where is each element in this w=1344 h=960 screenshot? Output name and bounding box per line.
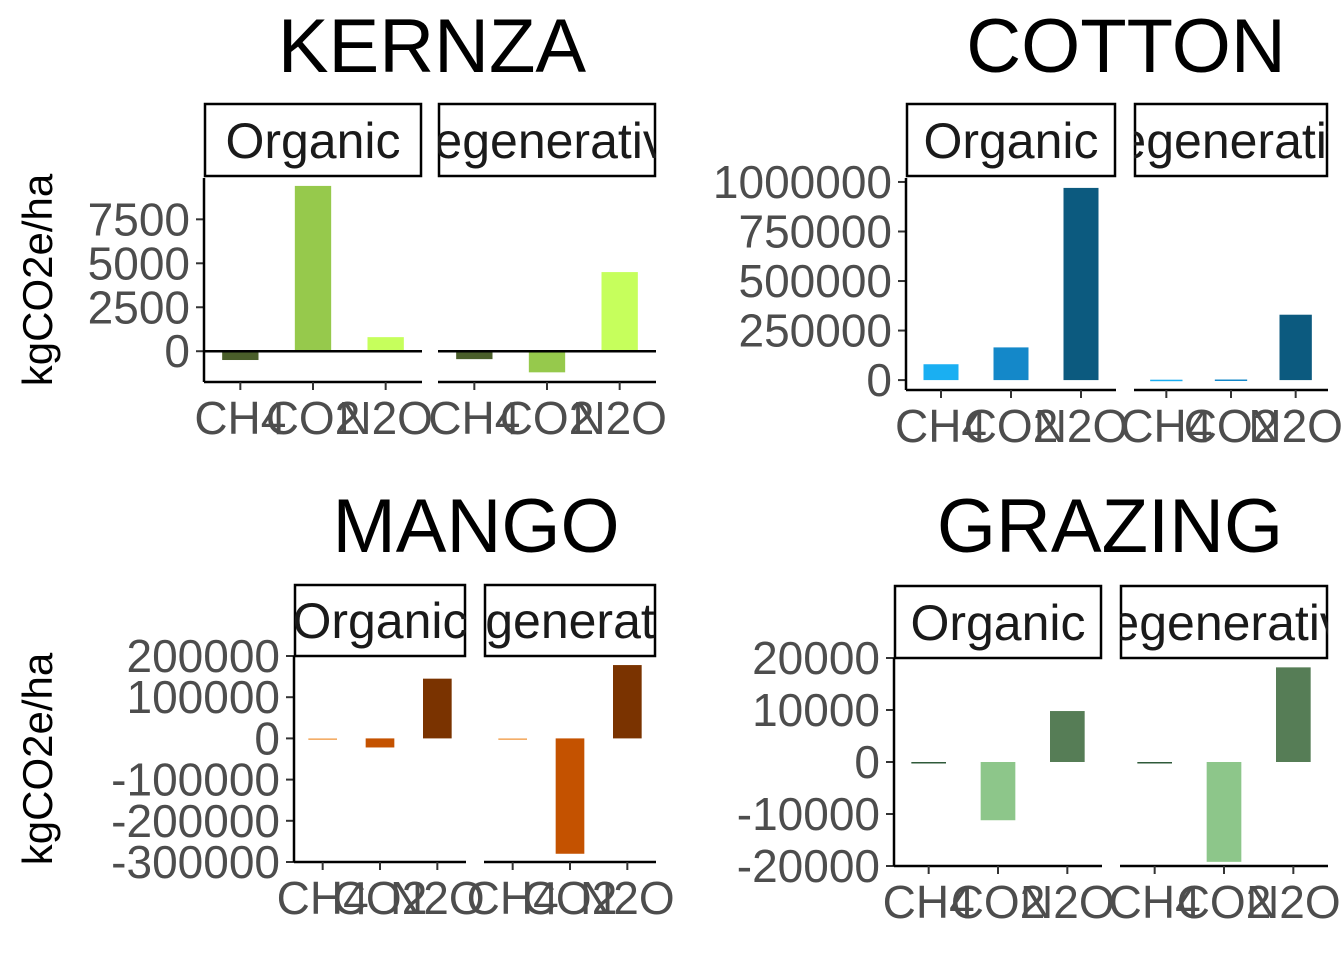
bar-regenerative-co2 bbox=[555, 738, 585, 854]
bar-organic-n2o bbox=[367, 337, 404, 352]
facet-label: Organic bbox=[910, 595, 1085, 651]
bar-regenerative-n2o bbox=[1279, 314, 1312, 381]
y-tick-label: 0 bbox=[866, 354, 892, 406]
x-tick-label: CO2 bbox=[500, 392, 595, 444]
chart-title: GRAZING bbox=[937, 484, 1283, 569]
facet-strip bbox=[437, 102, 657, 178]
bar-organic-co2 bbox=[993, 347, 1029, 381]
y-tick-label: 20000 bbox=[752, 632, 880, 684]
facet-strip bbox=[1133, 102, 1329, 178]
y-axis-label: kgCO2e/ha bbox=[14, 173, 61, 386]
x-tick-label: CH4 bbox=[1109, 876, 1201, 928]
facet-strip bbox=[483, 583, 657, 658]
chart-title: COTTON bbox=[966, 4, 1285, 89]
y-tick-label: -100000 bbox=[111, 754, 280, 806]
facet-label: Organic bbox=[292, 593, 467, 649]
facet-strip bbox=[293, 583, 467, 658]
bar-organic-ch4 bbox=[222, 351, 259, 361]
x-tick-label: N2O bbox=[1248, 400, 1343, 452]
bar-organic-ch4 bbox=[308, 738, 337, 740]
y-tick-label: -300000 bbox=[111, 836, 280, 888]
y-tick-label: 750000 bbox=[739, 205, 893, 257]
bar-organic-ch4 bbox=[923, 364, 959, 381]
x-tick-label: CO2 bbox=[964, 400, 1059, 452]
x-tick-label: CH4 bbox=[277, 872, 369, 924]
y-tick-label: 200000 bbox=[127, 630, 281, 682]
x-tick-label: CO2 bbox=[266, 392, 361, 444]
bar-organic-co2 bbox=[980, 762, 1016, 821]
chart-title: KERNZA bbox=[278, 4, 587, 89]
bar-regenerative-ch4 bbox=[1137, 762, 1172, 764]
bar-regenerative-n2o bbox=[1276, 667, 1311, 762]
bar-organic-co2 bbox=[365, 738, 395, 748]
facet-strip bbox=[1119, 584, 1329, 660]
bar-organic-co2 bbox=[294, 185, 332, 352]
x-tick-label: CH4 bbox=[428, 392, 520, 444]
bar-organic-n2o bbox=[423, 678, 452, 739]
y-tick-label: 7500 bbox=[88, 193, 190, 245]
facet-label: Organic bbox=[225, 113, 400, 169]
facet-strip bbox=[905, 102, 1117, 178]
bar-regenerative-co2 bbox=[1206, 762, 1242, 862]
y-tick-label: -200000 bbox=[111, 795, 280, 847]
x-tick-label: CO2 bbox=[951, 876, 1046, 928]
x-tick-label: N2O bbox=[580, 872, 675, 924]
bar-regenerative-ch4 bbox=[498, 738, 527, 740]
bar-regenerative-n2o bbox=[613, 665, 642, 739]
facet-label: Organic bbox=[923, 113, 1098, 169]
x-tick-label: CH4 bbox=[883, 876, 975, 928]
bar-regenerative-n2o bbox=[601, 272, 638, 352]
y-tick-label: 250000 bbox=[739, 305, 893, 357]
bar-regenerative-ch4 bbox=[456, 351, 493, 360]
x-tick-label: N2O bbox=[390, 872, 485, 924]
facet-label: Regenerative bbox=[421, 593, 718, 649]
bar-regenerative-ch4 bbox=[1150, 379, 1183, 382]
y-tick-label: 0 bbox=[854, 736, 880, 788]
y-tick-label: 1000000 bbox=[713, 156, 892, 208]
facet-strip bbox=[203, 102, 423, 178]
x-tick-label: CH4 bbox=[895, 400, 987, 452]
facet-label: Regenerative bbox=[1082, 113, 1344, 169]
x-tick-label: N2O bbox=[572, 392, 667, 444]
x-tick-label: CH4 bbox=[467, 872, 559, 924]
chart-mango: MANGO kgCO2e/ha -300000-200000-10000001000… bbox=[14, 484, 718, 924]
x-tick-label: N2O bbox=[1020, 876, 1115, 928]
y-tick-label: 10000 bbox=[752, 684, 880, 736]
bar-regenerative-co2 bbox=[528, 351, 566, 373]
facet-label: Regenerative bbox=[1075, 595, 1344, 651]
x-tick-label: CH4 bbox=[1120, 400, 1212, 452]
y-axis-label: kgCO2e/ha bbox=[14, 652, 61, 865]
facet-strip bbox=[893, 584, 1103, 660]
x-tick-label: CO2 bbox=[333, 872, 428, 924]
bar-organic-ch4 bbox=[911, 762, 946, 764]
y-tick-label: 5000 bbox=[88, 237, 190, 289]
y-tick-label: 2500 bbox=[88, 281, 190, 333]
y-tick-label: -10000 bbox=[737, 788, 880, 840]
x-tick-label: CO2 bbox=[1184, 400, 1279, 452]
bar-organic-n2o bbox=[1063, 187, 1099, 381]
x-tick-label: N2O bbox=[338, 392, 433, 444]
y-tick-label: -20000 bbox=[737, 840, 880, 892]
x-tick-label: N2O bbox=[1246, 876, 1341, 928]
x-tick-label: CO2 bbox=[1177, 876, 1272, 928]
y-tick-label: 0 bbox=[254, 712, 280, 764]
x-tick-label: CO2 bbox=[523, 872, 618, 924]
bar-regenerative-co2 bbox=[1214, 379, 1248, 381]
chart-title: MANGO bbox=[332, 484, 619, 569]
bar-organic-n2o bbox=[1050, 711, 1085, 762]
y-tick-label: 500000 bbox=[739, 255, 893, 307]
facet-label: Regenerative bbox=[398, 113, 695, 169]
x-tick-label: N2O bbox=[1034, 400, 1129, 452]
y-tick-label: 0 bbox=[164, 325, 190, 377]
x-tick-label: CH4 bbox=[194, 392, 286, 444]
y-tick-label: 100000 bbox=[127, 671, 281, 723]
